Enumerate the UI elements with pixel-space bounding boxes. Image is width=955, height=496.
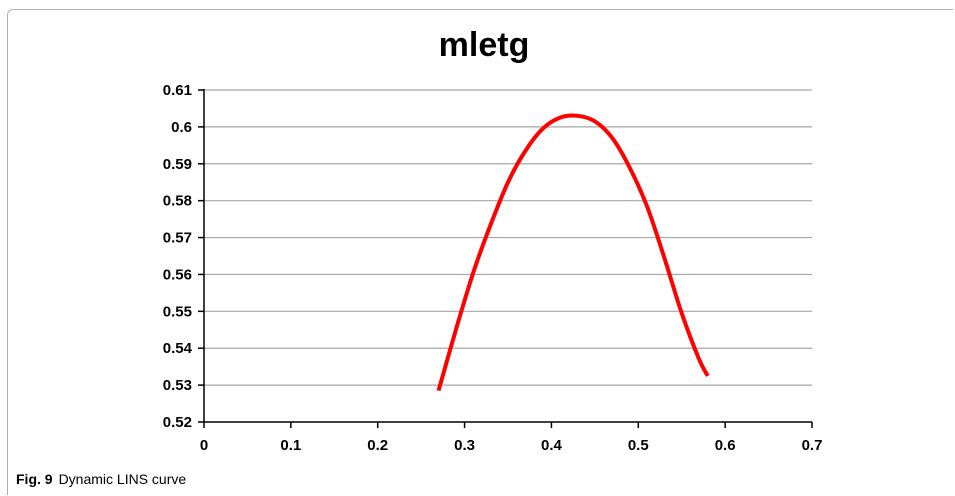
figure-number: Fig. 9: [16, 471, 53, 487]
figure-caption: Fig. 9 Dynamic LINS curve: [16, 471, 186, 487]
x-tick-label: 0.3: [454, 437, 475, 454]
chart-title: mletg: [439, 26, 530, 64]
y-tick-label: 0.61: [163, 82, 192, 99]
x-tick-label: 0.6: [715, 437, 736, 454]
y-tick-label: 0.58: [163, 193, 192, 210]
x-tick-label: 0.2: [367, 437, 388, 454]
x-tick-label: 0.7: [802, 437, 823, 454]
series-layer: [436, 113, 710, 392]
series-line: [436, 113, 710, 392]
y-tick-label: 0.53: [163, 377, 192, 394]
y-tick-label: 0.57: [163, 230, 192, 247]
x-axis-ticks: 0 0.1 0.2 0.3 0.4 0.5 0.6 0.7: [200, 422, 823, 454]
grid-lines: [204, 89, 812, 386]
figure-caption-text: Dynamic LINS curve: [58, 471, 187, 487]
x-tick-label: 0.4: [541, 437, 563, 454]
y-tick-label: 0.59: [163, 156, 192, 173]
y-tick-label: 0.55: [163, 303, 192, 320]
x-tick-label: 0.1: [280, 437, 301, 454]
x-tick-label: 0.5: [628, 437, 649, 454]
axes: [203, 89, 812, 423]
y-tick-label: 0.56: [163, 266, 192, 283]
y-tick-label: 0.54: [163, 340, 193, 357]
y-tick-label: 0.6: [171, 119, 192, 136]
figure-frame: [7, 9, 953, 495]
y-tick-label: 0.52: [163, 414, 192, 431]
x-tick-label: 0: [200, 437, 208, 454]
y-axis-ticks: 0.52 0.53 0.54 0.55 0.56 0.57 0.58 0.59 0.6 0.61: [163, 82, 204, 431]
